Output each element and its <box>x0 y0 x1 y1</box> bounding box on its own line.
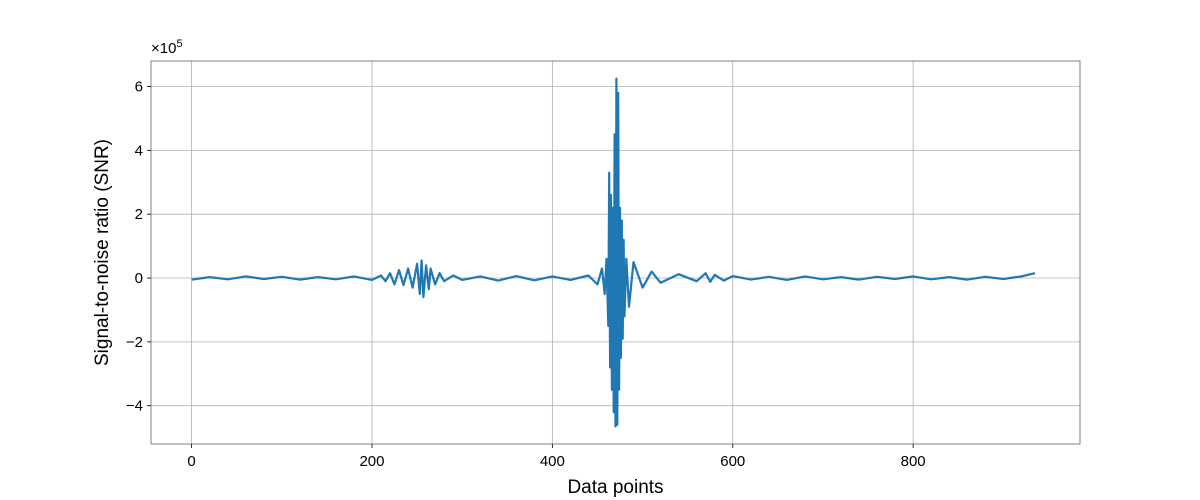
y-tick-label: 4 <box>135 142 143 159</box>
x-tick-label: 400 <box>540 453 565 470</box>
snr-series-line <box>191 77 1036 428</box>
x-tick-label: 0 <box>187 453 195 470</box>
x-axis-label: Data points <box>567 477 663 498</box>
x-tick-label: 800 <box>901 453 926 470</box>
y-axis-label: Signal-to-noise ratio (SNR) <box>92 139 113 366</box>
y-multiplier-base: ×10 <box>151 40 176 57</box>
y-tick-label: −4 <box>126 398 143 415</box>
y-axis-multiplier: ×105 <box>151 38 183 57</box>
x-tick-label: 600 <box>720 453 745 470</box>
y-tick-label: −2 <box>126 334 143 351</box>
y-tick-label: 0 <box>135 270 143 287</box>
y-multiplier-exponent: 5 <box>176 38 182 50</box>
y-tick-label: 6 <box>135 79 143 96</box>
x-tick-label: 200 <box>359 453 384 470</box>
y-tick-label: 2 <box>135 206 143 223</box>
plot-frame <box>150 60 1081 445</box>
